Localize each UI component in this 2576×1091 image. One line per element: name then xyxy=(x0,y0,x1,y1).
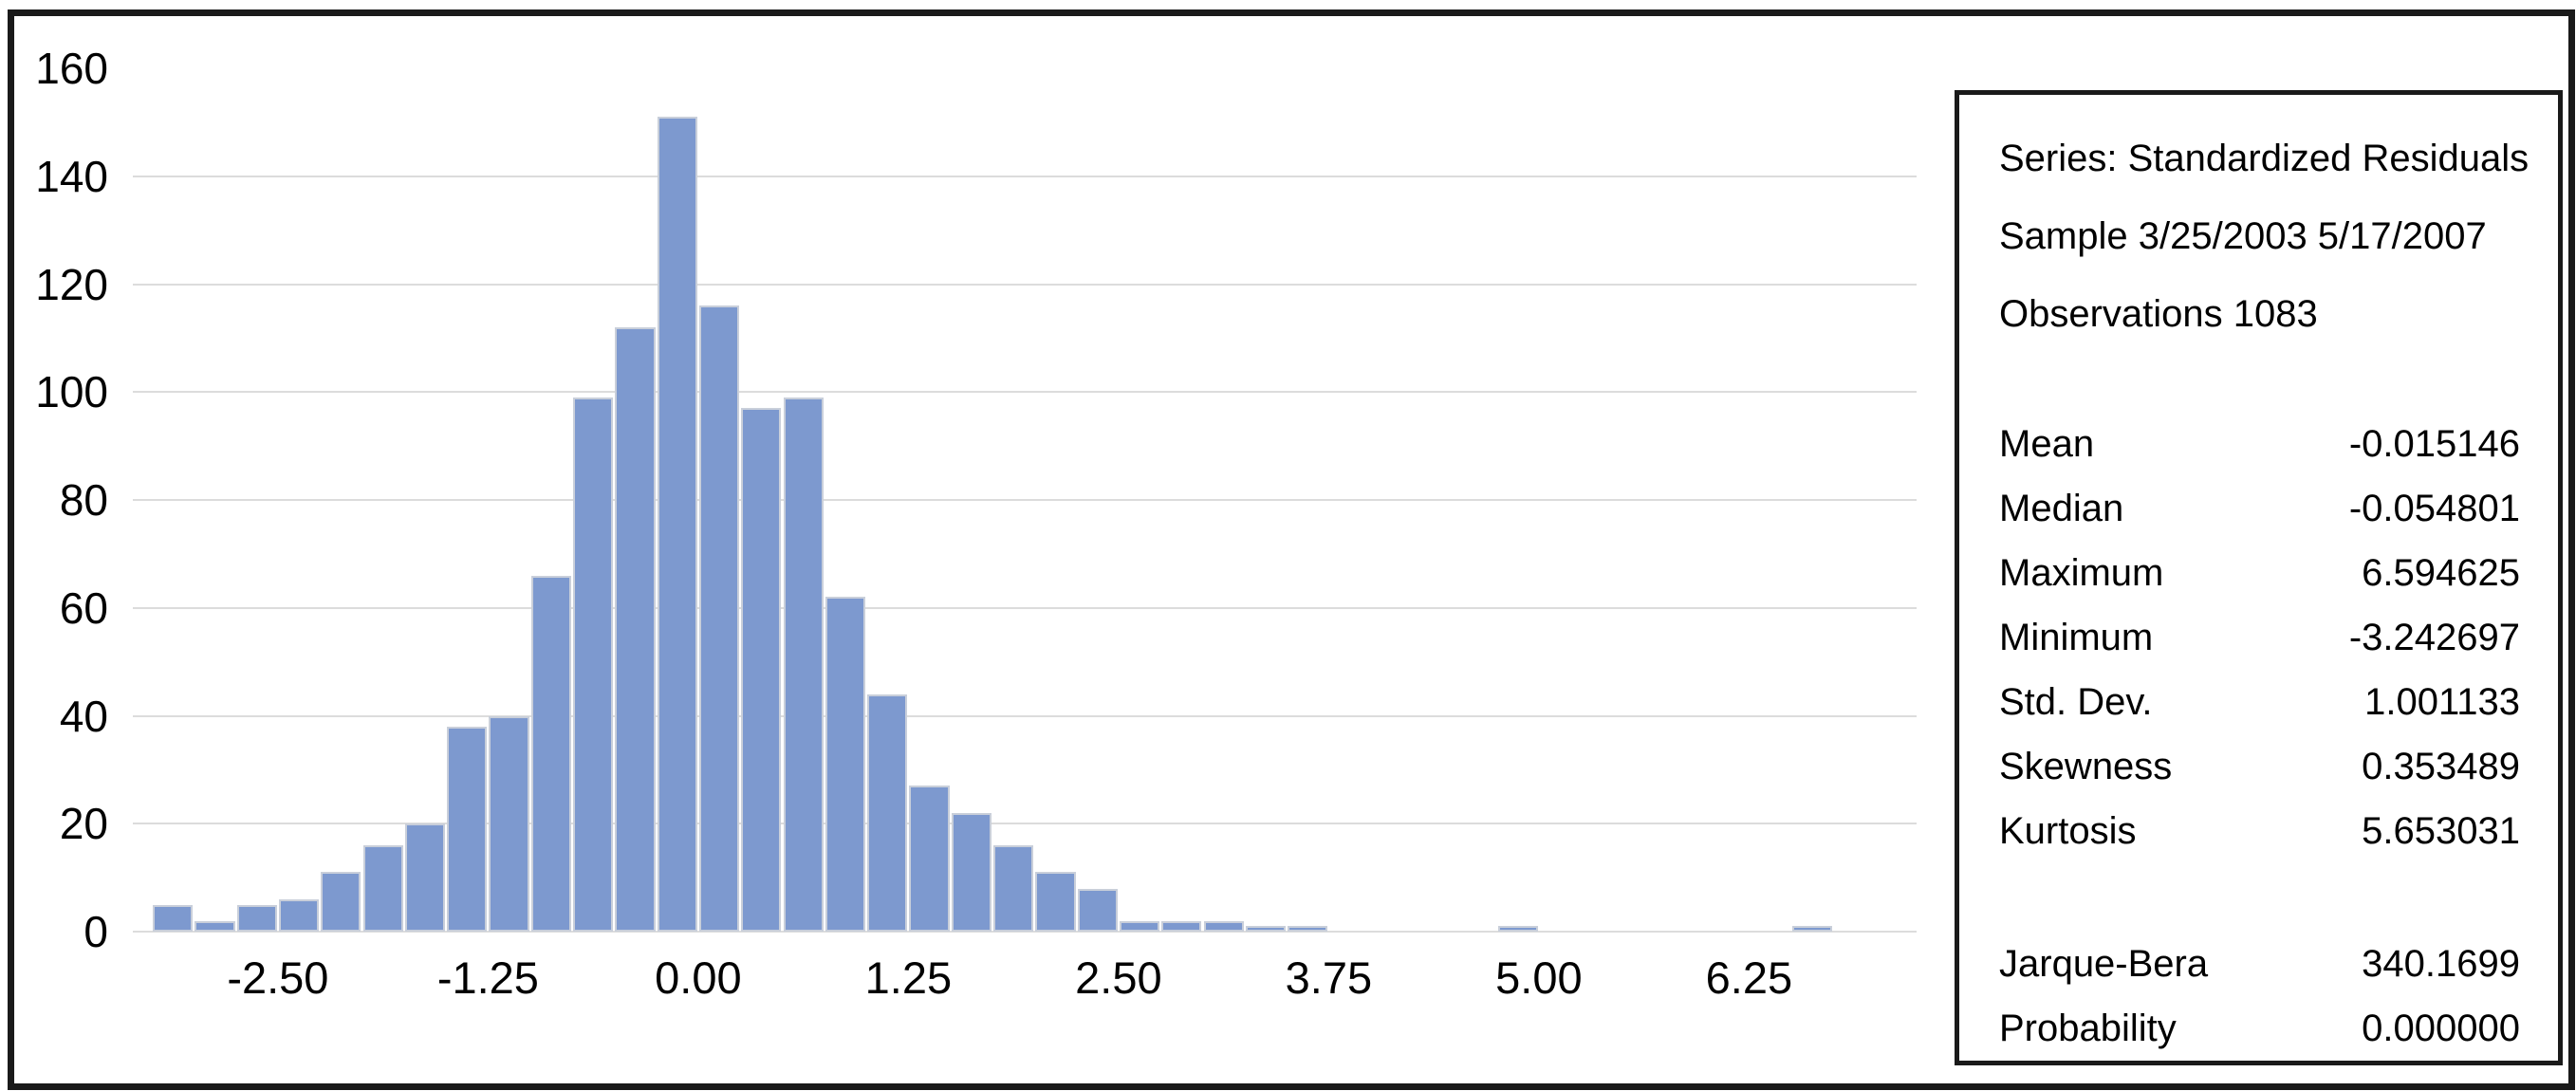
stat-value: -0.015146 xyxy=(2348,423,2520,465)
stat-label: Median xyxy=(1999,488,2124,529)
x-axis-tick-label: 1.25 xyxy=(864,952,953,1003)
stat-label: Minimum xyxy=(1999,617,2154,658)
x-axis-tick-label: 5.00 xyxy=(1495,952,1583,1003)
gridline xyxy=(133,714,1917,717)
y-axis-tick-label: 80 xyxy=(59,475,108,525)
histogram-bar xyxy=(951,812,991,932)
stat-value: 0.353489 xyxy=(2362,746,2520,787)
stat-label: Maximum xyxy=(1999,552,2164,594)
x-axis-tick-label: 3.75 xyxy=(1285,952,1373,1003)
histogram-bar xyxy=(741,408,782,932)
histogram-bar xyxy=(1077,888,1118,932)
y-axis-tick-label: 100 xyxy=(35,367,108,417)
stat-value: 1.001133 xyxy=(2364,681,2520,723)
sample-range: Sample 3/25/2003 5/17/2007 xyxy=(1999,215,2487,257)
stat-value: 6.594625 xyxy=(2362,552,2520,594)
histogram-bar xyxy=(530,575,571,932)
x-axis-tick-label: -1.25 xyxy=(436,952,539,1003)
x-axis-tick-label: 2.50 xyxy=(1075,952,1162,1003)
histogram-bar xyxy=(404,823,446,932)
histogram-bar xyxy=(698,305,740,932)
histogram-bar xyxy=(1035,872,1076,932)
stat-label: Skewness xyxy=(1999,746,2173,787)
gridline xyxy=(133,931,1917,933)
histogram-bar xyxy=(993,845,1034,932)
histogram-bar xyxy=(1791,926,1832,932)
stat-row-minimum: Minimum -3.242697 xyxy=(1999,605,2520,670)
stat-row-skewness: Skewness 0.353489 xyxy=(1999,734,2520,799)
stat-label: Kurtosis xyxy=(1999,810,2137,852)
stat-row-median: Median -0.054801 xyxy=(1999,476,2520,541)
histogram-bar xyxy=(489,715,529,932)
histogram-bar xyxy=(278,898,320,932)
histogram-bar xyxy=(195,920,235,932)
x-axis-tick-label: 6.25 xyxy=(1705,952,1793,1003)
stat-value: 340.1699 xyxy=(2362,943,2520,985)
stat-value: 5.653031 xyxy=(2362,810,2520,852)
stat-row-std-dev: Std. Dev. 1.001133 xyxy=(1999,670,2520,734)
stat-row-probability: Probability 0.000000 xyxy=(1999,996,2520,1061)
histogram-bar xyxy=(1245,926,1287,932)
chart-outer-frame xyxy=(8,9,2575,1090)
histogram-bar xyxy=(1288,926,1328,932)
histogram-bar xyxy=(1161,920,1202,932)
y-axis-tick-label: 140 xyxy=(35,151,108,201)
y-axis-tick-label: 0 xyxy=(83,907,108,956)
stat-value: -3.242697 xyxy=(2348,617,2520,658)
stat-row-kurtosis: Kurtosis 5.653031 xyxy=(1999,799,2520,863)
histogram-bar xyxy=(657,117,697,932)
histogram-bar xyxy=(236,904,277,932)
y-axis-tick-label: 160 xyxy=(35,44,108,93)
histogram-bar xyxy=(447,726,488,932)
stat-label: Mean xyxy=(1999,423,2095,465)
gridline xyxy=(133,391,1917,394)
observations-count: Observations 1083 xyxy=(1999,293,2318,335)
stat-label: Jarque-Bera xyxy=(1999,943,2209,985)
stat-label: Probability xyxy=(1999,1008,2177,1049)
histogram-bar xyxy=(1119,920,1160,932)
x-axis-tick-label: -2.50 xyxy=(227,952,329,1003)
histogram-bar xyxy=(573,397,614,932)
y-axis-tick-label: 120 xyxy=(35,259,108,309)
stats-spacer xyxy=(1999,863,2520,932)
gridline xyxy=(133,606,1917,609)
histogram-bar xyxy=(783,397,824,932)
stat-value: 0.000000 xyxy=(2362,1008,2520,1049)
y-axis-tick-label: 20 xyxy=(59,799,108,849)
y-axis-tick-label: 60 xyxy=(59,582,108,633)
stat-row-jarque-bera: Jarque-Bera 340.1699 xyxy=(1999,932,2520,996)
stat-row-mean: Mean -0.015146 xyxy=(1999,412,2520,476)
histogram-bar xyxy=(1203,920,1244,932)
histogram-bar xyxy=(825,597,866,932)
stat-label: Std. Dev. xyxy=(1999,681,2153,723)
histogram-bar xyxy=(1497,926,1538,932)
histogram-bar xyxy=(321,872,361,932)
histogram-bar xyxy=(362,845,403,932)
series-title: Series: Standardized Residuals xyxy=(1999,138,2530,179)
x-axis-tick-label: 0.00 xyxy=(655,952,742,1003)
y-axis-tick-label: 40 xyxy=(59,691,108,741)
gridline xyxy=(133,823,1917,825)
histogram-bar xyxy=(867,693,908,932)
stat-row-maximum: Maximum 6.594625 xyxy=(1999,541,2520,605)
stats-spacer xyxy=(1999,353,2520,412)
stat-value: -0.054801 xyxy=(2348,488,2520,529)
gridline xyxy=(133,283,1917,286)
stats-box: Series: Standardized Residuals Sample 3/… xyxy=(1955,90,2563,1065)
gridline xyxy=(133,499,1917,501)
histogram-bar xyxy=(615,327,656,932)
gridline xyxy=(133,175,1917,177)
histogram-bar xyxy=(909,786,950,932)
histogram-bar xyxy=(153,904,194,932)
